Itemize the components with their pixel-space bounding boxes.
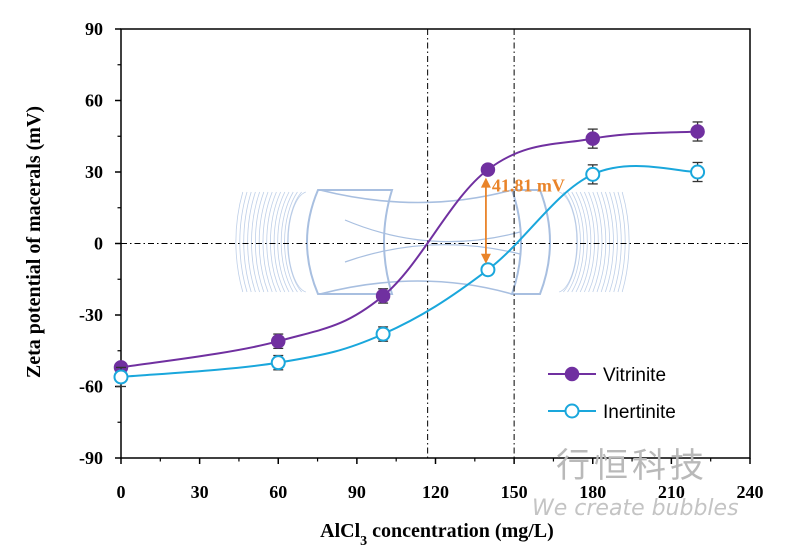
data-point-inertinite [113, 369, 129, 385]
data-point-inertinite [375, 326, 391, 342]
data-point-inertinite [270, 355, 286, 371]
series-line-vitrinite [120, 130, 698, 369]
field-line-left [251, 191, 260, 293]
field-line-left [277, 191, 290, 293]
field-line-right [613, 191, 622, 293]
y-tick-label: 30 [85, 162, 103, 182]
field-line-left [284, 191, 298, 293]
field-line-right [588, 191, 599, 293]
legend: Vitrinite Inertinite [548, 365, 676, 423]
y-tick-label: -90 [79, 448, 103, 468]
x-tick-label: 120 [422, 482, 449, 502]
x-tick-label: 180 [579, 482, 606, 502]
y-axis-title: Zeta potential of macerals (mV) [23, 106, 45, 378]
data-point-inertinite [480, 262, 496, 278]
field-line-left [262, 191, 273, 293]
watermark-english: We create bubbles [532, 496, 739, 521]
data-point-vitrinite [271, 333, 286, 349]
series-layer [113, 121, 706, 388]
field-line-left [270, 191, 281, 293]
field-line-right [559, 191, 578, 293]
field-line-right [584, 191, 595, 293]
x-tick-label: 30 [191, 482, 209, 502]
data-point-vitrinite [480, 162, 496, 177]
field-line-right [621, 191, 630, 293]
field-line-right [571, 191, 585, 293]
x-tick-label: 240 [737, 482, 764, 502]
field-line-right [609, 191, 618, 293]
legend-marker-inertinite [564, 403, 580, 419]
annotation-arrowhead-up [480, 177, 491, 188]
film-lower [344, 244, 521, 263]
data-point-vitrinite [585, 131, 600, 146]
bubble-field-line-illustration [235, 189, 630, 295]
y-tick-label: 90 [85, 19, 103, 39]
field-line-left [280, 191, 294, 293]
x-tick-label: 150 [501, 482, 528, 502]
y-tick-label: 0 [94, 234, 103, 254]
watermark-chinese: 行恒科技 [556, 446, 708, 486]
data-point-inertinite [690, 164, 706, 180]
legend-marker-vitrinite [564, 366, 580, 382]
x-tick-label: 60 [269, 482, 287, 502]
field-line-right [596, 191, 607, 293]
legend-item-vitrinite: Vitrinite [548, 365, 666, 386]
field-line-left [287, 191, 306, 293]
field-line-right [563, 191, 578, 293]
field-line-left [258, 191, 269, 293]
bubble-right [510, 189, 551, 295]
y-tick-label: -60 [79, 377, 103, 397]
reference-lines [121, 29, 750, 458]
data-point-inertinite [585, 166, 601, 182]
field-line-left [235, 191, 244, 293]
field-line-left [239, 191, 248, 293]
axis-ticks [115, 28, 751, 464]
series-inertinite [113, 161, 706, 388]
neck-top [319, 189, 513, 204]
legend-item-inertinite: Inertinite [548, 402, 676, 423]
field-line-right [617, 191, 626, 293]
field-line-right [579, 191, 592, 293]
data-point-vitrinite [375, 288, 391, 304]
legend-label-vitrinite: Vitrinite [603, 365, 666, 386]
field-line-left [254, 191, 265, 293]
field-line-right [592, 191, 603, 293]
field-line-right [575, 191, 588, 293]
bubble-left [306, 189, 394, 295]
film-upper [344, 219, 521, 243]
y-tick-labels: 90 60 30 0 -30 -60 -90 [79, 19, 103, 468]
field-line-left [243, 191, 252, 293]
neck-bottom [319, 280, 513, 295]
field-line-right [567, 191, 581, 293]
series-vitrinite [113, 121, 705, 375]
field-line-left [287, 191, 302, 293]
x-tick-label: 0 [117, 482, 126, 502]
field-line-left [273, 191, 286, 293]
y-tick-label: -30 [79, 305, 103, 325]
y-tick-label: 60 [85, 91, 103, 111]
x-tick-labels: 0 30 60 90 120 150 180 210 240 [117, 482, 764, 502]
difference-annotation: 41.81 mV [480, 176, 565, 264]
annotation-arrowhead-down [480, 253, 491, 264]
x-axis-title: AlCl3 concentration (mg/L) [320, 520, 554, 549]
annotation-label: 41.81 mV [492, 176, 565, 196]
x-tick-label: 90 [348, 482, 366, 502]
field-line-right [600, 191, 611, 293]
field-line-left [247, 191, 256, 293]
legend-label-inertinite: Inertinite [603, 402, 676, 423]
x-tick-label: 210 [658, 482, 685, 502]
field-line-left [266, 191, 277, 293]
data-point-vitrinite [690, 124, 705, 139]
field-line-right [605, 191, 614, 293]
